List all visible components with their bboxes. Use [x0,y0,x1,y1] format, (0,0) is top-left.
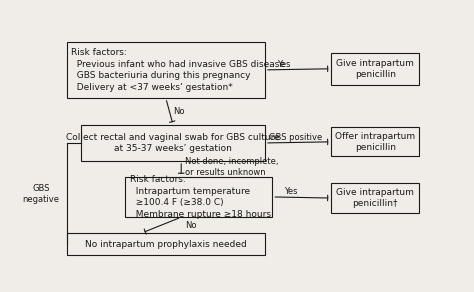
Bar [125,177,272,217]
Bar [331,127,419,157]
Bar [66,233,265,256]
Text: GBS positive: GBS positive [269,133,322,142]
Text: Give intrapartum
penicillin†: Give intrapartum penicillin† [336,188,414,208]
Bar [82,125,265,161]
Text: Give intrapartum
penicillin: Give intrapartum penicillin [336,58,414,79]
Text: GBS
negative: GBS negative [22,183,59,204]
Text: No: No [173,107,185,116]
Bar [331,183,419,213]
Bar [66,42,265,98]
Text: Risk factors:
  Intrapartum temperature
  ≥100.4 F (≥38.0 C)
  Membrane rupture : Risk factors: Intrapartum temperature ≥1… [130,175,271,219]
Text: Collect rectal and vaginal swab for GBS culture
at 35-37 weeks’ gestation: Collect rectal and vaginal swab for GBS … [66,133,280,153]
Text: Not done, incomplete,
or results unknown: Not done, incomplete, or results unknown [185,157,278,177]
Text: Offer intrapartum
penicillin: Offer intrapartum penicillin [335,132,415,152]
Bar [331,53,419,84]
Text: Risk factors:
  Previous infant who had invasive GBS disease
  GBS bacteriuria d: Risk factors: Previous infant who had in… [71,48,285,92]
Text: No: No [185,220,196,230]
Text: Yes: Yes [284,187,297,196]
Text: Yes: Yes [277,60,290,69]
Text: No intrapartum prophylaxis needed: No intrapartum prophylaxis needed [85,240,246,249]
